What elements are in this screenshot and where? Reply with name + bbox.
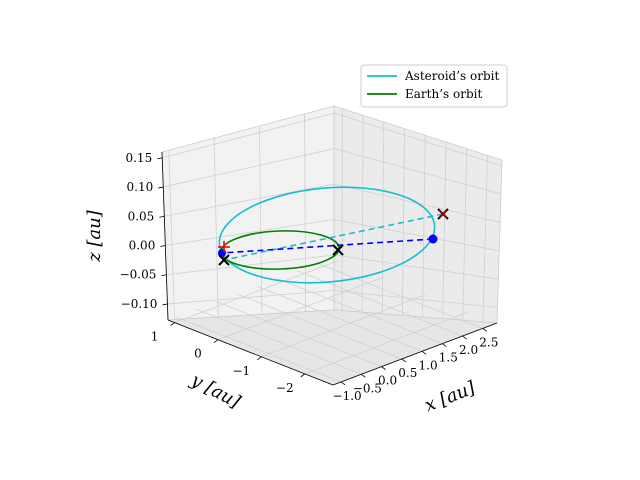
z-tick-label: −0.05 (120, 268, 157, 282)
z-axis-label: z [au] (84, 209, 105, 263)
y-tick-label: −1 (233, 364, 251, 378)
x-tick-label: 0.5 (398, 366, 417, 380)
x-axis-label: x [au] (422, 377, 479, 416)
blue-point-asteroid (428, 234, 438, 244)
z-tick-label: 0.15 (125, 151, 152, 165)
left-pane (161, 105, 335, 321)
tick-marks (157, 157, 488, 386)
z-tick-label: −0.10 (121, 297, 158, 311)
z-tick-label: 0.05 (128, 209, 155, 223)
grid-lines (162, 108, 502, 383)
x-tick-label: 2.0 (459, 343, 478, 357)
plus-marker-red (218, 241, 230, 252)
x-tick-label: 2.5 (479, 335, 498, 349)
y-tick-label: 1 (151, 330, 159, 344)
asteroid-dashed-line (223, 213, 444, 261)
earth-dashed-line (221, 238, 434, 254)
legend: Asteroid’s orbit Earth’s orbit (360, 64, 508, 108)
legend-label-earth: Earth’s orbit (405, 87, 482, 101)
axis-edges (161, 151, 498, 386)
legend-label-asteroid: Asteroid’s orbit (404, 69, 499, 83)
asteroid-orbit (218, 186, 436, 284)
y-tick-label: 0 (194, 347, 202, 361)
y-tick-label: −2 (276, 381, 294, 395)
x-tick-label: 0.0 (378, 374, 397, 388)
cross-marker-earth-left (218, 254, 230, 266)
cross-marker-red-asteroid (438, 209, 448, 219)
z-tick-label: 0.00 (129, 238, 156, 252)
z-tick-label: 0.10 (127, 180, 154, 194)
right-pane (333, 105, 503, 324)
cross-marker-earth-right (332, 244, 344, 256)
x-tick-label: 1.0 (419, 358, 438, 372)
x-tick-label: −0.5 (353, 381, 382, 395)
x-tick-label: 1.5 (439, 351, 458, 365)
x-tick-label: −1.0 (333, 389, 362, 403)
